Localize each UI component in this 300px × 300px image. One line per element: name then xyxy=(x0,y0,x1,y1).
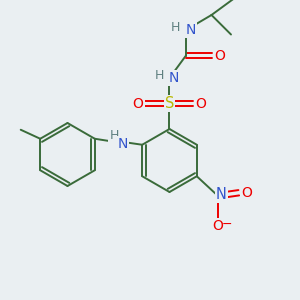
Text: H: H xyxy=(154,69,164,82)
Text: O: O xyxy=(214,49,225,62)
Text: N: N xyxy=(185,23,196,37)
Text: S: S xyxy=(165,96,174,111)
Text: N: N xyxy=(118,137,128,151)
Text: N: N xyxy=(216,187,227,202)
Text: O: O xyxy=(241,186,252,200)
Text: N: N xyxy=(169,71,179,85)
Text: O: O xyxy=(133,97,143,110)
Text: H: H xyxy=(171,21,180,34)
Text: O: O xyxy=(196,97,206,110)
Text: O: O xyxy=(212,219,223,233)
Text: H: H xyxy=(109,129,119,142)
Text: −: − xyxy=(221,218,232,231)
